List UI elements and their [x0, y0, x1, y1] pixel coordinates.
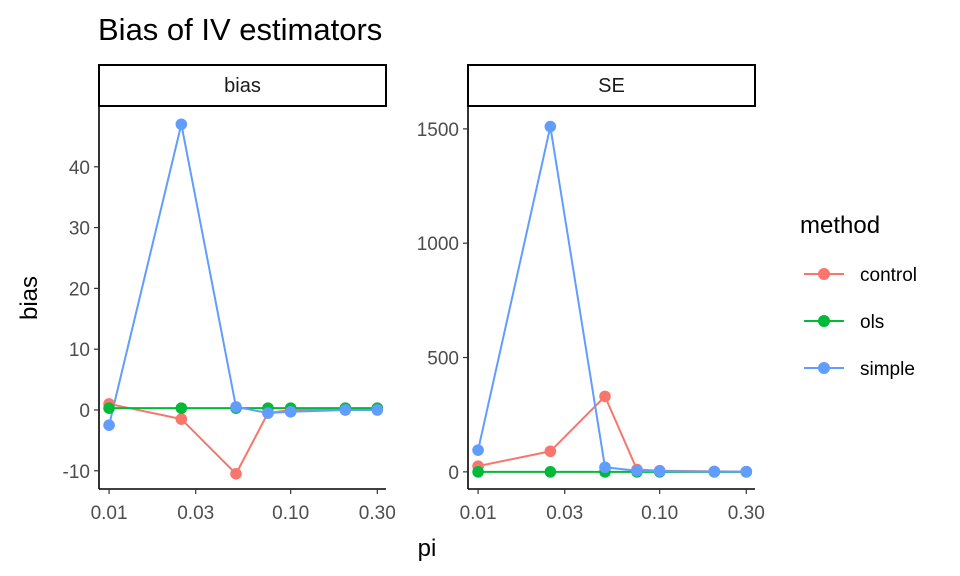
bias-x-tick-label: 0.10	[272, 503, 309, 524]
legend-label-control: control	[860, 265, 917, 286]
facet-strip-se	[467, 64, 756, 107]
chart-title: Bias of IV estimators	[98, 12, 382, 47]
legend-label-simple: simple	[860, 359, 915, 380]
se-point-ols	[472, 466, 484, 478]
se-point-simple	[631, 464, 643, 477]
legend: method control ols simple	[800, 212, 917, 380]
se-y-tick-label: 500	[427, 349, 459, 370]
facet-panel-bias: bias -10 0 10 20 30 40 0.01 0.03 0.10 0.30	[63, 64, 396, 524]
se-point-simple	[599, 461, 611, 474]
se-point-simple	[740, 465, 753, 478]
legend-entry-control: control	[804, 265, 917, 286]
bias-x-tick-label: 0.03	[177, 503, 214, 524]
se-x-tick-label: 0.10	[641, 503, 678, 524]
se-point-ols	[544, 466, 557, 478]
legend-label-ols: ols	[860, 312, 884, 333]
facet-strip-label-bias: bias	[224, 75, 261, 97]
facet-marks-se: 0 500 1000 1500 0.01 0.03 0.10 0.30	[417, 106, 765, 524]
legend-entry-simple: simple	[804, 359, 915, 380]
bias-point-simple	[284, 405, 297, 418]
se-point-simple	[653, 465, 666, 477]
legend-key-point-control	[818, 268, 830, 280]
bias-y-tick-label: 40	[69, 158, 90, 179]
se-point-control	[599, 390, 611, 403]
se-point-control	[544, 445, 557, 458]
se-series-line-simple	[477, 126, 747, 473]
se-y-tick-label: 1500	[417, 120, 459, 141]
bias-y-tick-label: 20	[69, 279, 90, 300]
se-series-line-control	[477, 394, 747, 473]
legend-key-point-ols	[818, 315, 830, 327]
se-x-tick-label: 0.03	[546, 503, 583, 524]
bias-y-tick-label: -10	[63, 462, 90, 483]
bias-point-simple	[339, 404, 352, 416]
se-x-tick-label: 0.01	[460, 503, 497, 524]
se-point-simple	[544, 120, 557, 133]
bias-series-line-control	[108, 402, 378, 476]
facet-marks-bias: -10 0 10 20 30 40 0.01 0.03 0.10 0.30	[63, 106, 396, 524]
bias-point-ols	[175, 402, 188, 414]
x-axis-title: pi	[418, 535, 437, 562]
bias-x-tick-label: 0.01	[91, 503, 128, 524]
bias-point-simple	[175, 118, 188, 131]
se-point-simple	[708, 465, 721, 478]
bias-series-line-simple	[108, 124, 378, 426]
legend-entry-ols: ols	[804, 312, 884, 333]
bias-y-tick-label: 10	[69, 340, 90, 361]
legend-key-point-simple	[818, 362, 830, 374]
bias-y-tick-label: 30	[69, 219, 90, 240]
bias-point-simple	[371, 404, 384, 416]
legend-title: method	[800, 212, 880, 239]
bias-point-control	[175, 413, 188, 425]
bias-x-tick-label: 0.30	[359, 503, 396, 524]
y-axis-title: bias	[16, 276, 43, 320]
bias-point-control	[230, 468, 242, 480]
facet-panel-se: SE 0 500 1000 1500 0.01 0.03 0.10 0.30	[417, 64, 765, 524]
bias-point-simple	[103, 419, 115, 431]
se-point-simple	[472, 444, 484, 456]
bias-y-tick-label: 0	[79, 401, 90, 422]
bias-point-simple	[230, 401, 242, 413]
se-y-tick-label: 1000	[417, 234, 459, 255]
bias-point-ols	[103, 402, 115, 414]
se-y-tick-label: 0	[448, 463, 459, 484]
bias-point-simple	[262, 407, 274, 419]
se-x-tick-label: 0.30	[728, 503, 765, 524]
facet-strip-label-se: SE	[598, 75, 625, 97]
facet-strip-bias	[98, 64, 387, 107]
